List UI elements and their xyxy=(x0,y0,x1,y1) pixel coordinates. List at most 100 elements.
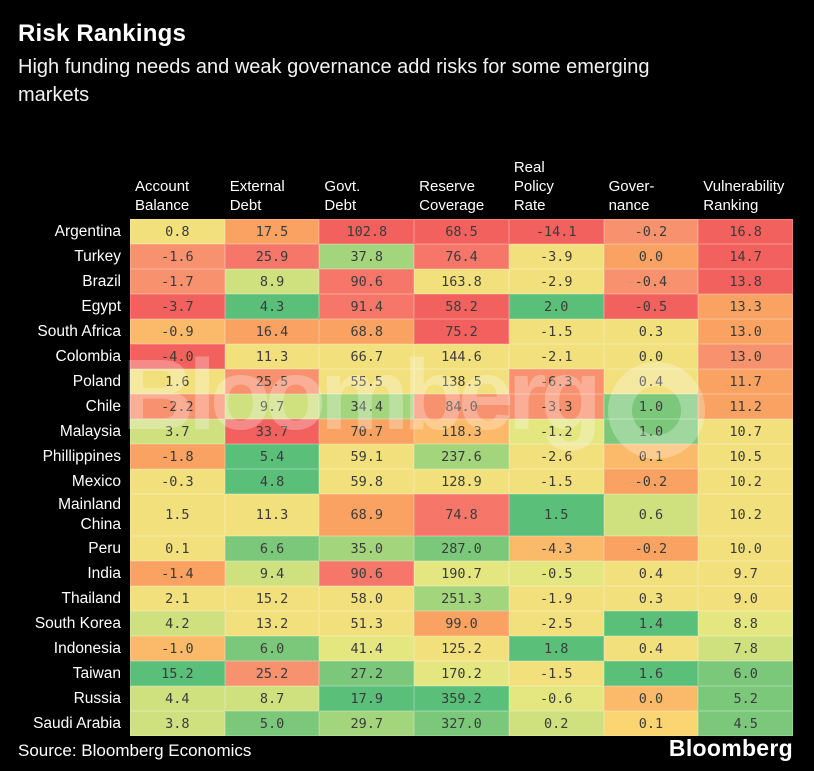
row-label: South Africa xyxy=(0,319,130,344)
row-label: Russia xyxy=(0,686,130,711)
heatmap-cell: 91.4 xyxy=(319,294,415,319)
heatmap-cell: 5.4 xyxy=(224,444,320,469)
row-label: Saudi Arabia xyxy=(0,711,130,736)
heatmap-cell: 0.1 xyxy=(603,711,699,736)
heatmap-cell: 2.1 xyxy=(130,586,225,611)
heatmap-cell: 13.8 xyxy=(698,269,793,294)
heatmap-cell: 1.5 xyxy=(130,494,225,536)
source-note: Source: Bloomberg Economics xyxy=(18,741,252,760)
heatmap-cell: 170.2 xyxy=(414,661,509,686)
heatmap-cell: 74.8 xyxy=(414,494,509,536)
heatmap-cell: 10.2 xyxy=(698,494,793,536)
heatmap-cell: 163.8 xyxy=(414,269,509,294)
heatmap-cell: 27.2 xyxy=(319,661,415,686)
row-label: Mexico xyxy=(0,469,130,494)
heatmap-cell: 0.3 xyxy=(603,586,699,611)
row-label: Turkey xyxy=(0,244,130,269)
bloomberg-logo: Bloomberg xyxy=(668,735,793,761)
row-label: Egypt xyxy=(0,294,130,319)
heatmap-cell: -4.0 xyxy=(130,344,225,369)
heatmap-cell: 7.8 xyxy=(698,636,793,661)
heatmap-cell: -0.4 xyxy=(603,269,699,294)
row-label: India xyxy=(0,561,130,586)
heatmap-cell: 0.2 xyxy=(508,711,604,736)
heatmap-cell: 10.2 xyxy=(698,469,793,494)
page-title: Risk Rankings xyxy=(18,20,186,47)
heatmap-cell: 90.6 xyxy=(319,561,415,586)
heatmap-cell: 0.1 xyxy=(603,444,699,469)
heatmap-cell: 102.8 xyxy=(319,219,415,244)
heatmap-cell: -14.1 xyxy=(508,219,604,244)
heatmap-cell: 13.0 xyxy=(698,344,793,369)
heatmap-cell: 0.4 xyxy=(603,561,699,586)
heatmap-cell: 13.0 xyxy=(698,319,793,344)
heatmap-cell: 190.7 xyxy=(414,561,509,586)
row-label: Taiwan xyxy=(0,661,130,686)
heatmap-cell: 84.0 xyxy=(414,394,509,419)
heatmap-cell: 9.7 xyxy=(698,561,793,586)
heatmap-cell: 68.5 xyxy=(414,219,509,244)
column-header: Govt. Debt xyxy=(324,178,361,214)
heatmap-cell: 5.2 xyxy=(698,686,793,711)
heatmap-cell: 10.0 xyxy=(698,536,793,561)
heatmap-cell: 11.3 xyxy=(224,344,320,369)
heatmap-cell: -1.9 xyxy=(508,586,604,611)
heatmap-cell: 16.8 xyxy=(698,219,793,244)
row-label: Mainland China xyxy=(0,494,130,536)
heatmap-cell: 37.8 xyxy=(319,244,415,269)
row-label: Peru xyxy=(0,536,130,561)
heatmap-cell: 35.0 xyxy=(319,536,415,561)
heatmap-cell: 1.0 xyxy=(603,394,699,419)
heatmap-cell: -2.2 xyxy=(130,394,225,419)
heatmap-cell: 11.7 xyxy=(698,369,793,394)
heatmap-cell: 2.0 xyxy=(508,294,604,319)
column-header: Gover- nance xyxy=(608,178,655,214)
heatmap-cell: -1.8 xyxy=(130,444,225,469)
heatmap-cell: -3.7 xyxy=(130,294,225,319)
column-header: Account Balance xyxy=(135,178,190,214)
heatmap-cell: 251.3 xyxy=(414,586,509,611)
heatmap-cell: -2.6 xyxy=(508,444,604,469)
heatmap-cell: 11.3 xyxy=(224,494,320,536)
heatmap-cell: 70.7 xyxy=(319,419,415,444)
heatmap-cell: 118.3 xyxy=(414,419,509,444)
heatmap-cell: -3.9 xyxy=(508,244,604,269)
heatmap-cell: -1.4 xyxy=(130,561,225,586)
heatmap-cell: 17.9 xyxy=(319,686,415,711)
row-label: Chile xyxy=(0,394,130,419)
heatmap-cell: 1.6 xyxy=(603,661,699,686)
heatmap-cell: 75.2 xyxy=(414,319,509,344)
heatmap-cell: 9.4 xyxy=(224,561,320,586)
heatmap-cell: -0.3 xyxy=(130,469,225,494)
heatmap-cell: -2.5 xyxy=(508,611,604,636)
row-label: Indonesia xyxy=(0,636,130,661)
heatmap-cell: 4.3 xyxy=(224,294,320,319)
heatmap-cell: -4.3 xyxy=(508,536,604,561)
heatmap-cell: 0.8 xyxy=(130,219,225,244)
column-header: Real Policy Rate xyxy=(513,159,554,214)
heatmap-cell: -0.2 xyxy=(603,536,699,561)
heatmap-cell: -1.0 xyxy=(130,636,225,661)
heatmap-cell: 10.7 xyxy=(698,419,793,444)
heatmap-cell: -6.3 xyxy=(508,369,604,394)
heatmap-cell: -1.5 xyxy=(508,319,604,344)
column-header: Reserve Coverage xyxy=(419,178,485,214)
heatmap-cell: 68.9 xyxy=(319,494,415,536)
row-label: South Korea xyxy=(0,611,130,636)
heatmap-cell: 99.0 xyxy=(414,611,509,636)
heatmap-cell: 4.5 xyxy=(698,711,793,736)
heatmap-cell: 17.5 xyxy=(224,219,320,244)
heatmap-cell: 15.2 xyxy=(130,661,225,686)
row-label: Poland xyxy=(0,369,130,394)
heatmap-cell: -1.5 xyxy=(508,661,604,686)
heatmap-cell: 138.5 xyxy=(414,369,509,394)
heatmap-cell: 0.0 xyxy=(603,686,699,711)
heatmap-cell: 4.8 xyxy=(224,469,320,494)
heatmap-cell: 59.1 xyxy=(319,444,415,469)
heatmap-cell: 1.5 xyxy=(508,494,604,536)
heatmap-cell: 76.4 xyxy=(414,244,509,269)
heatmap-cell: 11.2 xyxy=(698,394,793,419)
heatmap-cell: -1.5 xyxy=(508,469,604,494)
heatmap-cell: 4.2 xyxy=(130,611,225,636)
